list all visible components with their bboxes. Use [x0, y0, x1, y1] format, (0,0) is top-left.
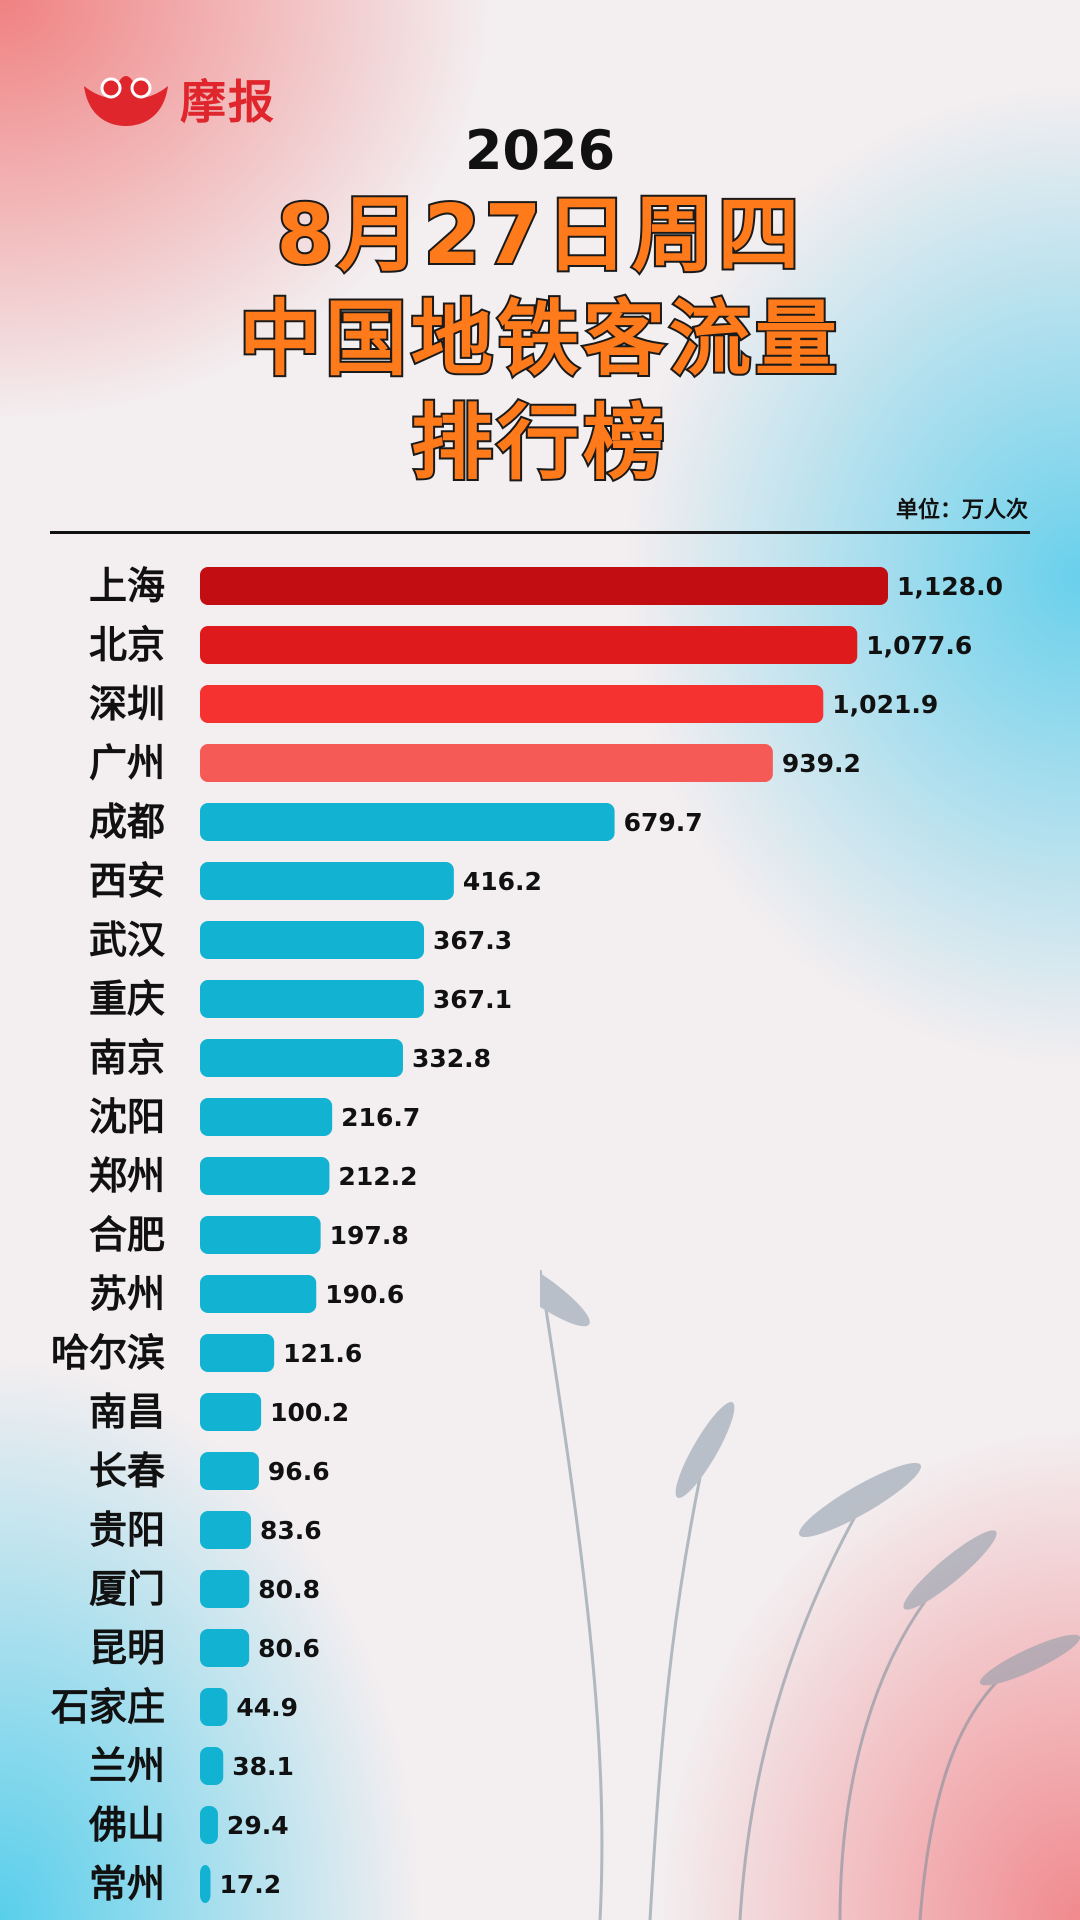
value-label: 1,128.0 [897, 572, 1003, 601]
bar [200, 1570, 250, 1608]
category-label: 广州 [89, 741, 165, 785]
category-label: 重庆 [89, 977, 165, 1021]
value-label: 212.2 [338, 1162, 417, 1191]
category-label: 成都 [89, 800, 165, 844]
value-label: 121.6 [283, 1339, 362, 1368]
title-sub: 排行榜 [409, 394, 669, 493]
category-label: 佛山 [88, 1803, 165, 1847]
value-label: 367.3 [433, 926, 512, 955]
bar [200, 1098, 333, 1136]
category-label: 兰州 [89, 1744, 165, 1788]
header-divider [50, 531, 1030, 534]
category-label: 西安 [89, 859, 165, 903]
bar [200, 1216, 321, 1254]
category-label: 哈尔滨 [51, 1331, 165, 1375]
bar [200, 685, 824, 723]
bar [200, 1865, 211, 1903]
category-label: 昆明 [89, 1626, 165, 1670]
bar [200, 1393, 262, 1431]
bar [200, 1806, 218, 1844]
value-label: 1,077.6 [866, 631, 972, 660]
category-label: 深圳 [89, 682, 165, 726]
category-label: 石家庄 [51, 1685, 165, 1729]
brand-logo: 摩报 [78, 66, 276, 132]
bar [200, 1452, 259, 1490]
bar [200, 1275, 317, 1313]
category-label: 南昌 [89, 1390, 165, 1434]
value-label: 80.8 [258, 1575, 320, 1604]
bar [200, 921, 425, 959]
value-label: 416.2 [463, 867, 542, 896]
value-label: 332.8 [412, 1044, 491, 1073]
value-label: 1,021.9 [832, 690, 938, 719]
category-label: 长春 [89, 1449, 165, 1493]
brand-logo-icon [84, 76, 168, 126]
value-label: 367.1 [433, 985, 512, 1014]
value-label: 100.2 [270, 1398, 349, 1427]
category-label: 武汉 [89, 918, 166, 962]
title-block: 2026 8月27日周四 中国地铁客流量 排行榜 [0, 118, 1080, 496]
category-label: 苏州 [89, 1272, 165, 1316]
bar [200, 626, 858, 664]
category-label: 沈阳 [89, 1095, 165, 1139]
bar [200, 744, 773, 782]
bar [200, 567, 888, 605]
bar [200, 1157, 330, 1195]
category-label: 合肥 [89, 1213, 165, 1257]
bar [200, 1334, 275, 1372]
value-label: 29.4 [227, 1811, 289, 1840]
category-label: 常州 [89, 1862, 165, 1906]
value-label: 83.6 [260, 1516, 322, 1545]
title-main: 中国地铁客流量 [237, 290, 841, 389]
value-label: 44.9 [236, 1693, 298, 1722]
category-label: 北京 [89, 623, 165, 667]
bar [200, 1688, 228, 1726]
value-label: 216.7 [341, 1103, 420, 1132]
category-label: 南京 [89, 1036, 165, 1080]
title-year: 2026 [464, 119, 616, 182]
value-label: 17.2 [219, 1870, 281, 1899]
value-label: 38.1 [232, 1752, 294, 1781]
brand-name: 摩报 [180, 75, 276, 129]
bar [200, 980, 424, 1018]
value-label: 939.2 [782, 749, 861, 778]
category-label: 厦门 [89, 1567, 165, 1611]
value-label: 190.6 [325, 1280, 404, 1309]
category-label: 贵阳 [89, 1508, 165, 1552]
bar [200, 803, 615, 841]
value-label: 679.7 [624, 808, 703, 837]
unit-label: 单位：万人次 [895, 498, 1028, 523]
bar [200, 862, 454, 900]
bar [200, 1629, 250, 1667]
bar [200, 1747, 224, 1785]
reed-decoration [540, 1253, 1080, 1920]
bar-chart: 上海 1,128.0 北京 1,077.6 深圳 1,021.9 广州 939.2 成都 679.… [51, 564, 1003, 1906]
value-label: 96.6 [268, 1457, 330, 1486]
bar [200, 1039, 403, 1077]
category-label: 郑州 [89, 1154, 165, 1198]
title-date: 8月27日周四 [274, 186, 804, 285]
bar [200, 1511, 251, 1549]
value-label: 197.8 [330, 1221, 409, 1250]
category-label: 上海 [89, 564, 165, 608]
value-label: 80.6 [258, 1634, 320, 1663]
